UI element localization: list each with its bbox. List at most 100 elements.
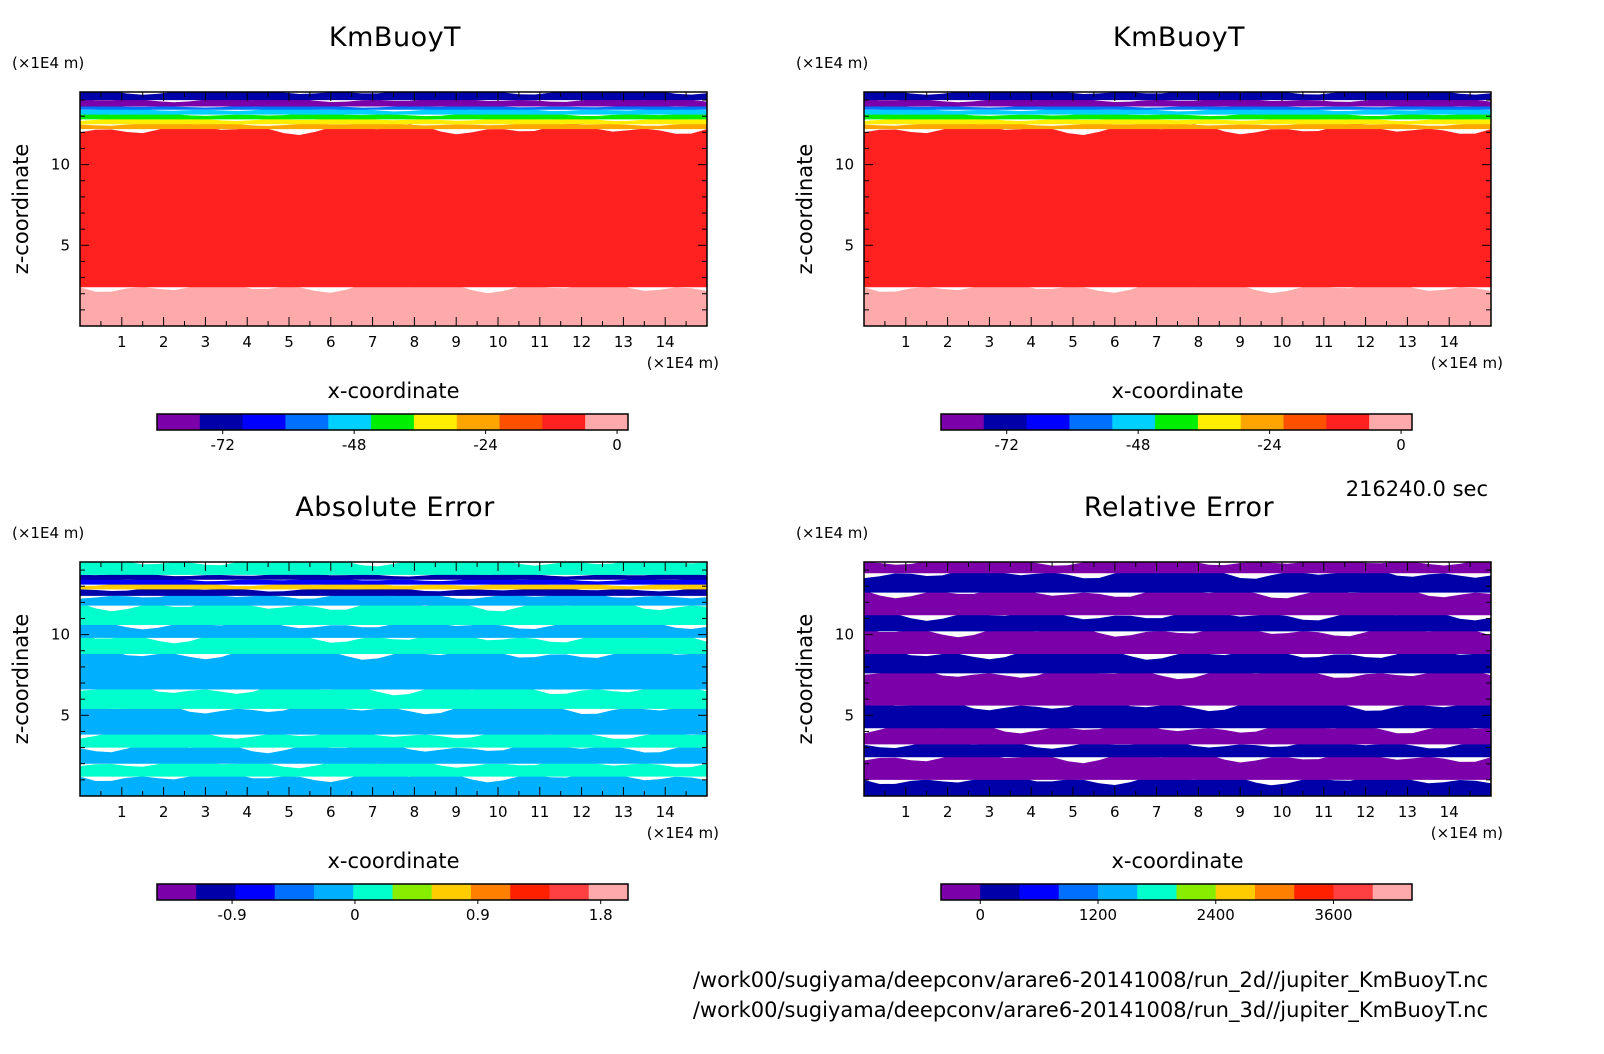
colorbar-tick-label: 2400 bbox=[1197, 906, 1235, 924]
x-tick-label: 12 bbox=[572, 333, 591, 351]
colorbar-swatch bbox=[1369, 414, 1413, 430]
y-unit-label: (×1E4 m) bbox=[12, 524, 84, 542]
colorbar-swatch bbox=[588, 884, 629, 900]
contour-band bbox=[80, 648, 707, 690]
x-tick-label: 8 bbox=[410, 803, 420, 821]
y-tick-label: 10 bbox=[51, 626, 70, 644]
colorbar-tick-label: 0.9 bbox=[466, 906, 490, 924]
x-tick-label: 5 bbox=[1068, 333, 1078, 351]
colorbar-swatch bbox=[499, 414, 543, 430]
x-tick-label: 13 bbox=[614, 333, 633, 351]
x-tick-label: 13 bbox=[1398, 333, 1417, 351]
y-tick-label: 5 bbox=[844, 236, 854, 254]
colorbar-swatch bbox=[431, 884, 472, 900]
y-axis-label: z-coordinate bbox=[793, 144, 817, 275]
colorbar-frame bbox=[156, 883, 629, 901]
colorbar-swatch bbox=[413, 414, 458, 430]
contour-band bbox=[864, 699, 1491, 729]
contour-band bbox=[80, 117, 707, 125]
x-tick-label: 7 bbox=[1152, 803, 1162, 821]
x-tick-label: 9 bbox=[1235, 333, 1245, 351]
colorbar-swatch bbox=[1112, 414, 1156, 430]
x-tick-label: 2 bbox=[943, 333, 953, 351]
colorbar-swatch bbox=[585, 414, 629, 430]
y-tick-label: 10 bbox=[835, 156, 854, 174]
y-axis-label: z-coordinate bbox=[9, 144, 33, 275]
contour-field bbox=[864, 92, 1491, 326]
contour-band bbox=[864, 122, 1491, 130]
file-path-2d: /work00/sugiyama/deepconv/arare6-2014100… bbox=[693, 968, 1488, 993]
colorbar-swatch bbox=[1215, 884, 1256, 900]
colorbar-frame bbox=[156, 413, 629, 431]
contour-band bbox=[864, 785, 1491, 796]
colorbar-swatch bbox=[456, 414, 501, 430]
x-axis-label: x-coordinate bbox=[327, 379, 459, 403]
colorbar-tick-label: 0 bbox=[612, 436, 622, 454]
colorbar-swatch bbox=[510, 884, 550, 900]
x-tick-label: 11 bbox=[530, 803, 549, 821]
y-axis-label: z-coordinate bbox=[793, 614, 817, 745]
contour-field bbox=[80, 92, 707, 326]
x-tick-label: 7 bbox=[1152, 333, 1162, 351]
x-tick-label: 11 bbox=[1314, 333, 1333, 351]
colorbar-tick-label: -72 bbox=[210, 436, 235, 454]
colorbar-swatch bbox=[1026, 414, 1070, 430]
colorbar-swatch bbox=[1069, 414, 1113, 430]
x-tick-label: 11 bbox=[530, 333, 549, 351]
colorbar-swatch bbox=[196, 884, 236, 900]
x-tick-label: 8 bbox=[1194, 333, 1204, 351]
x-tick-label: 14 bbox=[1440, 803, 1459, 821]
colorbar-frame bbox=[940, 883, 1413, 901]
contour-band bbox=[864, 667, 1491, 706]
x-tick-label: 14 bbox=[1440, 333, 1459, 351]
colorbar-swatch bbox=[1255, 884, 1295, 900]
colorbar-swatch bbox=[1176, 884, 1217, 900]
contour-band bbox=[80, 621, 707, 638]
x-tick-label: 1 bbox=[901, 803, 911, 821]
colorbar-swatch bbox=[1326, 414, 1370, 430]
contour-band bbox=[80, 122, 707, 130]
x-tick-label: 2 bbox=[159, 803, 169, 821]
relative-error-panel: Relative Error(×1E4 m)1 2 3 4 5 6 7 8 9 10 11 12 13 1… bbox=[793, 492, 1503, 924]
chart-title: Relative Error bbox=[1084, 492, 1275, 523]
x-tick-label: 3 bbox=[201, 333, 211, 351]
colorbar-swatch bbox=[371, 414, 415, 430]
x-tick-label: 4 bbox=[1026, 333, 1036, 351]
colorbar-swatch bbox=[980, 884, 1020, 900]
y-unit-label: (×1E4 m) bbox=[12, 54, 84, 72]
contour-band bbox=[864, 722, 1491, 745]
x-tick-label: 9 bbox=[451, 333, 461, 351]
colorbar-tick-label: 3600 bbox=[1314, 906, 1352, 924]
colorbar-tick-label: 0 bbox=[1396, 436, 1406, 454]
colorbar-swatch bbox=[1155, 414, 1199, 430]
time-label: 216240.0 sec bbox=[1346, 477, 1488, 501]
contour-band bbox=[80, 98, 707, 107]
colorbar-tick-label: 0 bbox=[975, 906, 985, 924]
colorbar-swatch bbox=[1333, 884, 1374, 900]
x-tick-label: 6 bbox=[1110, 803, 1120, 821]
colorbar-swatch bbox=[242, 414, 286, 430]
colorbar: -72 -48 -24 0 bbox=[940, 413, 1413, 454]
colorbar-swatch bbox=[1098, 884, 1138, 900]
x-tick-label: 1 bbox=[117, 803, 127, 821]
x-unit-label: (×1E4 m) bbox=[1431, 354, 1503, 372]
x-tick-label: 4 bbox=[242, 333, 252, 351]
x-tick-label: 2 bbox=[159, 333, 169, 351]
x-tick-label: 2 bbox=[943, 803, 953, 821]
y-tick-label: 10 bbox=[835, 626, 854, 644]
y-tick-label: 5 bbox=[60, 706, 70, 724]
colorbar-swatch bbox=[157, 414, 201, 430]
colorbar-swatch bbox=[235, 884, 276, 900]
kmbuoyt-3d-panel: KmBuoyT(×1E4 m)1 2 3 4 5 6 7 8 9 10 11 12 13 14(×1E4 … bbox=[793, 22, 1503, 454]
x-tick-label: 4 bbox=[242, 803, 252, 821]
x-tick-label: 6 bbox=[326, 803, 336, 821]
x-tick-label: 1 bbox=[901, 333, 911, 351]
contour-band bbox=[80, 632, 707, 654]
x-tick-label: 12 bbox=[1356, 333, 1375, 351]
x-tick-label: 1 bbox=[117, 333, 127, 351]
colorbar: -72 -48 -24 0 bbox=[156, 413, 629, 454]
colorbar-tick-label: 1.8 bbox=[589, 906, 613, 924]
x-tick-label: 5 bbox=[284, 333, 294, 351]
colorbar-tick-label: -24 bbox=[473, 436, 498, 454]
x-tick-label: 6 bbox=[1110, 333, 1120, 351]
